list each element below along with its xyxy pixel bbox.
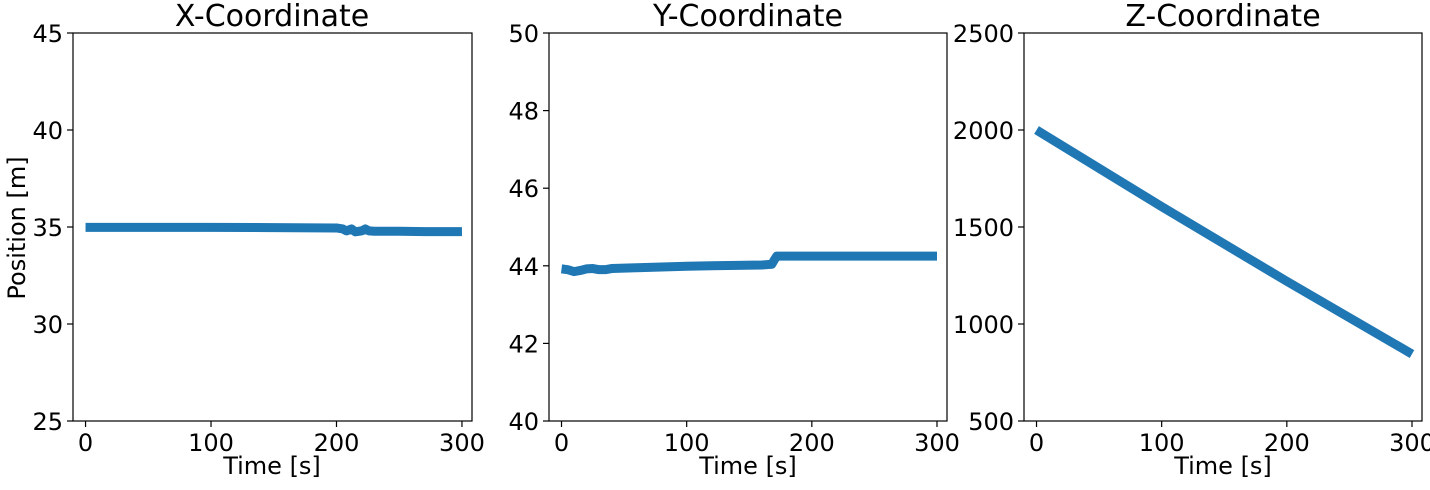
panel-3-plot: 0 100 200 300 500 1000 1500 2000 2500	[953, 20, 1430, 457]
panel-3-y-tick-label: 500	[968, 408, 1014, 436]
panel-1-y-tick-label: 35	[32, 214, 63, 242]
panel-3-x-tick-label: 200	[1264, 429, 1310, 457]
panel-2-title: Y-Coordinate	[652, 0, 843, 34]
panel-2-y-tick-label: 40	[508, 408, 539, 436]
panel-3-x-tick-label: 300	[1389, 429, 1430, 457]
panel-3-title: Z-Coordinate	[1125, 0, 1320, 34]
panel-3-xlabel: Time [s]	[1173, 452, 1272, 480]
panel-x-coordinate: X-Coordinate Time [s] Position [m] 0 100 2…	[3, 0, 485, 480]
panel-2-y-tick-label: 44	[508, 253, 539, 281]
panel-2-xlabel: Time [s]	[698, 452, 797, 480]
panel-3-series-line-1	[1034, 126, 1415, 358]
panel-1-x-tick-label: 300	[439, 429, 485, 457]
panel-1-y-tick-label: 45	[32, 20, 63, 48]
panel-z-coordinate: Z-Coordinate Time [s] 0 100 200 300 500 1000 1…	[953, 0, 1430, 480]
panel-1-y-tick-label: 40	[32, 117, 63, 145]
panel-3-x-tick-label: 0	[1029, 429, 1044, 457]
panel-1-x-tick-label: 0	[78, 429, 93, 457]
panel-1-xlabel: Time [s]	[222, 452, 321, 480]
panel-2-plot: 0 100 200 300 40 42 44 46 48 50	[508, 20, 959, 457]
panel-2-y-tick-label: 42	[508, 330, 539, 358]
panel-1-y-tick-label: 30	[32, 311, 63, 339]
panel-2-series-line-1	[560, 251, 937, 277]
panel-1-title: X-Coordinate	[175, 0, 369, 34]
panel-2-x-tick-label: 300	[914, 429, 960, 457]
panel-2-x-tick-label: 100	[664, 429, 710, 457]
panel-2-y-tick-label: 50	[508, 20, 539, 48]
panel-1-series-line-1	[85, 222, 462, 237]
panel-2-y-tick-label: 46	[508, 175, 539, 203]
panel-3-y-tick-label: 1500	[953, 214, 1014, 242]
panel-1-y-tick-label: 25	[32, 408, 63, 436]
panel-3-y-tick-label: 2000	[953, 117, 1014, 145]
panel-3-frame	[1023, 32, 1423, 422]
panel-3-x-tick-label: 100	[1139, 429, 1185, 457]
panel-1-x-tick-label: 200	[314, 429, 360, 457]
panel-2-y-tick-label: 48	[508, 98, 539, 126]
panel-2-x-tick-label: 200	[789, 429, 835, 457]
panel-2-x-tick-label: 0	[554, 429, 569, 457]
panel-3-y-tick-label: 2500	[953, 20, 1014, 48]
panel-1-plot: 0 100 200 300 25 30 35 40 45	[32, 20, 484, 457]
panel-1-ylabel: Position [m]	[3, 156, 31, 299]
panel-2-frame	[548, 32, 948, 422]
panel-y-coordinate: Y-Coordinate Time [s] 0 100 200 300 40 42 44 46…	[508, 0, 959, 480]
panel-3-y-tick-label: 1000	[953, 311, 1014, 339]
panel-1-x-tick-label: 100	[188, 429, 234, 457]
